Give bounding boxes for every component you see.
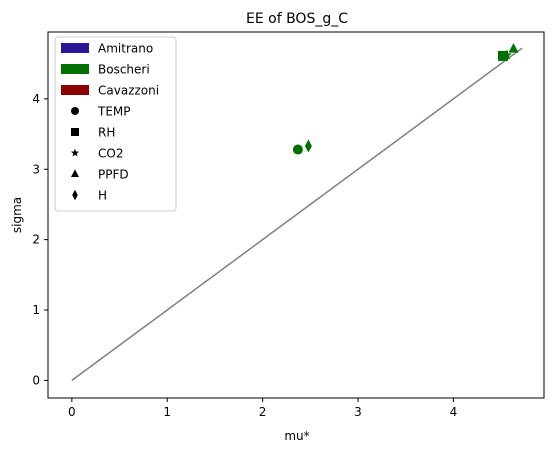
legend: Amitrano Boscheri Cavazzoni TEMP RH CO2 PPFD H bbox=[54, 36, 177, 212]
legend-label: PPFD bbox=[98, 168, 129, 182]
legend-label: RH bbox=[98, 126, 115, 140]
y-tick-label: 1 bbox=[32, 303, 40, 317]
legend-marker bbox=[71, 169, 79, 177]
y-tick-label: 2 bbox=[32, 233, 40, 247]
legend-box bbox=[54, 36, 177, 212]
data-point bbox=[292, 144, 303, 155]
legend-label: H bbox=[98, 189, 107, 203]
legend-label: TEMP bbox=[97, 105, 131, 119]
y-tick-label: 4 bbox=[32, 92, 40, 106]
data-point bbox=[508, 43, 519, 53]
legend-label: Boscheri bbox=[98, 63, 150, 77]
x-tick-label: 2 bbox=[259, 405, 267, 419]
x-tick-label: 1 bbox=[163, 405, 171, 419]
plot-frame bbox=[47, 31, 545, 399]
legend-marker bbox=[72, 189, 78, 201]
legend-swatch bbox=[61, 43, 89, 53]
plot-area: 0 1 2 3 4 0 1 2 3 4 bbox=[32, 43, 523, 419]
legend-label: Cavazzoni bbox=[98, 84, 159, 98]
legend-label: CO2 bbox=[98, 147, 123, 161]
legend-marker bbox=[71, 128, 79, 136]
y-axis-label: sigma bbox=[10, 197, 24, 233]
x-tick-label: 0 bbox=[68, 405, 76, 419]
x-axis-label: mu* bbox=[284, 429, 309, 443]
legend-label: Amitrano bbox=[98, 42, 153, 56]
legend-marker bbox=[70, 148, 80, 157]
reference-line bbox=[71, 47, 523, 382]
x-tick-label: 3 bbox=[354, 405, 362, 419]
chart-title: EE of BOS_g_C bbox=[246, 11, 348, 27]
x-tick-label: 4 bbox=[450, 405, 458, 419]
y-tick-label: 3 bbox=[32, 162, 40, 176]
legend-swatch bbox=[61, 85, 89, 95]
data-point bbox=[304, 139, 312, 153]
y-tick-label: 0 bbox=[32, 373, 40, 387]
data-point bbox=[501, 49, 513, 60]
legend-swatch bbox=[61, 64, 89, 74]
legend-marker bbox=[71, 107, 79, 115]
data-point bbox=[497, 50, 508, 61]
